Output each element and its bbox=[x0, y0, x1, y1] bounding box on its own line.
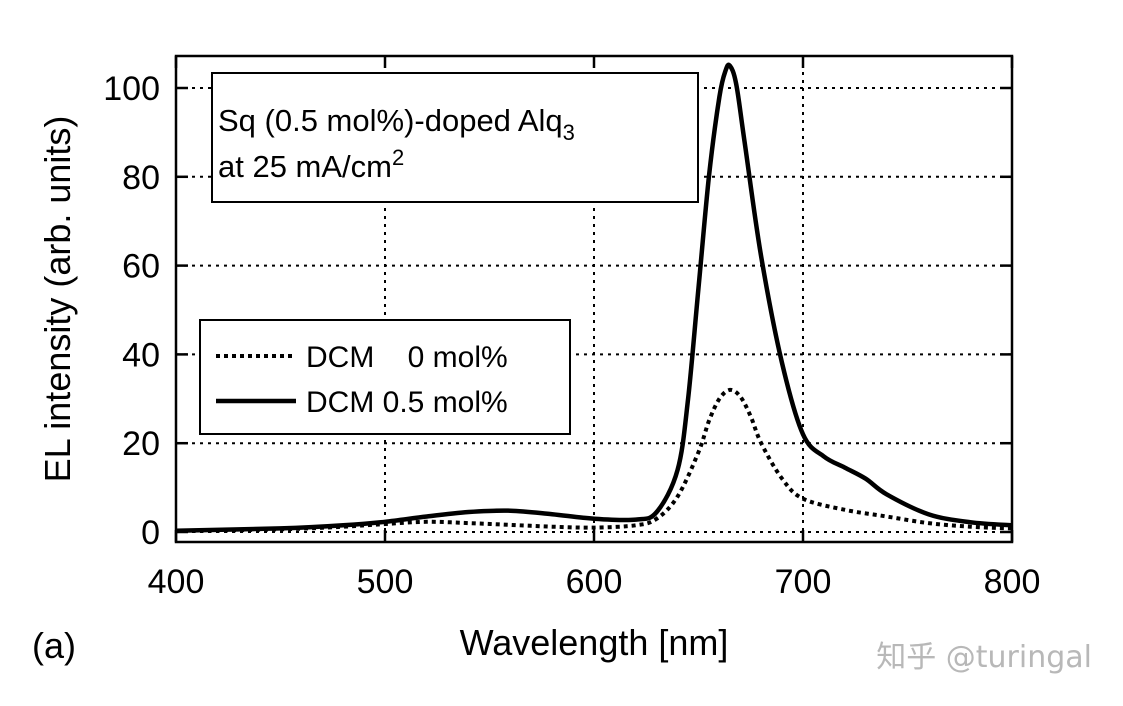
y-tick-label-20: 20 bbox=[122, 425, 160, 463]
y-tick-label-100: 100 bbox=[103, 70, 160, 108]
x-tick-label-800: 800 bbox=[984, 563, 1041, 601]
series-curves bbox=[175, 62, 1013, 534]
y-tick-label-0: 0 bbox=[141, 514, 160, 552]
annotation-line2-superscript: 2 bbox=[392, 145, 404, 170]
legend-label-dcm-0-5: DCM 0.5 mol% bbox=[306, 386, 508, 419]
legend-frame bbox=[199, 319, 571, 435]
y-tick-label-60: 60 bbox=[122, 248, 160, 286]
annotation-line1: Sq (0.5 mol%)-doped Alq3 bbox=[218, 103, 575, 145]
annotation-line2-text: at 25 mA/cm bbox=[218, 149, 392, 184]
legend-label-dcm-0: DCM 0 mol% bbox=[306, 341, 508, 374]
series-line-dcm-0-mol bbox=[175, 387, 1013, 534]
annotation-frame bbox=[211, 72, 699, 203]
y-tick-label-80: 80 bbox=[122, 159, 160, 197]
annotation-line1-text: Sq (0.5 mol%)-doped Alq bbox=[218, 103, 563, 138]
watermark: 知乎 @turingal bbox=[876, 640, 1092, 675]
axis-ticks bbox=[174, 56, 1014, 542]
y-tick-label-40: 40 bbox=[122, 336, 160, 374]
legend: DCM 0 mol% DCM 0.5 mol% bbox=[199, 319, 571, 435]
annotation-box: Sq (0.5 mol%)-doped Alq3 at 25 mA/cm2 bbox=[211, 72, 699, 203]
annotation-line2: at 25 mA/cm2 bbox=[218, 145, 404, 184]
panel-label: (a) bbox=[32, 625, 76, 666]
annotation-line1-subscript: 3 bbox=[563, 120, 575, 145]
x-tick-label-400: 400 bbox=[148, 563, 205, 601]
x-tick-label-700: 700 bbox=[775, 563, 832, 601]
tick-labels: 400 500 600 700 800 0 20 40 60 80 100 bbox=[103, 70, 1040, 601]
x-tick-label-500: 500 bbox=[357, 563, 414, 601]
series-line-dcm-0-5-mol bbox=[175, 62, 1013, 533]
x-axis-title: Wavelength [nm] bbox=[460, 622, 729, 663]
y-axis-title: EL intensity (arb. units) bbox=[37, 116, 78, 483]
x-tick-label-600: 600 bbox=[566, 563, 623, 601]
